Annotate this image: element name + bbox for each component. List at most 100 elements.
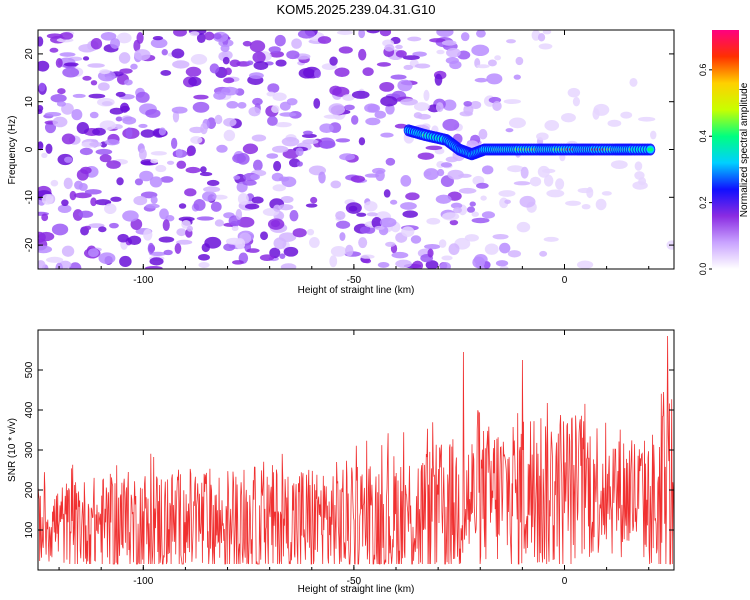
spectrogram-noise-blob — [508, 117, 526, 129]
colorbar-tick-label: 0.2 — [698, 196, 708, 209]
spectrogram-noise-blob — [266, 91, 276, 97]
spectrogram-noise-blob — [138, 123, 148, 128]
spectrogram-noise-blob — [423, 89, 430, 102]
spectrogram-noise-blob — [339, 232, 346, 241]
spectrogram-noise-blob — [449, 219, 459, 226]
spectrogram-noise-blob — [99, 69, 111, 75]
spectrogram-noise-blob — [295, 147, 304, 157]
spectrogram-y-ticks: -20 -10 0 10 20 — [24, 48, 674, 252]
spectrogram-noise-blob — [117, 233, 129, 243]
spectrogram-noise-blob — [52, 116, 68, 128]
spectrogram-noise-blob — [237, 193, 249, 205]
spectrogram-noise-blob — [383, 189, 391, 198]
spectrogram-noise-blob — [76, 122, 89, 134]
spectrogram-noise-blob — [266, 153, 279, 159]
spectrogram-noise-blob — [537, 33, 546, 42]
spectrogram-noise-blob — [144, 265, 163, 269]
spectrogram-noise-blob — [149, 257, 164, 266]
spectrogram-noise-blob — [90, 80, 98, 86]
spectrogram-noise-blob — [109, 222, 119, 229]
spectrogram-noise-blob — [145, 203, 160, 209]
spectrogram-noise-blob — [581, 204, 591, 210]
spectrogram-noise-blob — [302, 130, 313, 135]
spectrogram-noise-blob — [236, 216, 255, 228]
spectrogram-noise-blob — [342, 94, 355, 101]
spectrogram-noise-blob — [402, 210, 418, 218]
spectrogram-noise-blob — [133, 195, 148, 206]
spectrogram-noise-blob — [38, 245, 53, 254]
spectrogram-noise-blob — [158, 236, 175, 243]
spectrogram-noise-blob — [492, 100, 502, 111]
spectrogram-noise-blob — [59, 32, 74, 40]
spectrogram-noise-blob — [115, 91, 126, 97]
spectrogram-noise-blob — [136, 32, 144, 44]
spectrogram-signal-track — [403, 124, 656, 161]
spectrogram-noise-blob — [555, 178, 565, 190]
spectrogram-noise-blob — [351, 90, 370, 99]
spectrogram-noise-blob — [158, 127, 167, 136]
spectrogram-noise-blob — [78, 210, 94, 218]
spectrogram-noise-blob — [116, 177, 124, 186]
spectrogram-noise-blob — [441, 40, 457, 46]
snr-y-ticks: 100 200 300 400 500 — [24, 361, 674, 538]
spectrogram-noise-blob — [61, 133, 76, 145]
spectrogram-noise-blob — [329, 85, 342, 96]
spectrogram-noise-blob — [221, 86, 239, 96]
spectrogram-noise-blob — [130, 218, 143, 230]
spectrogram-noise-blob — [634, 161, 643, 171]
spectrogram-noise-blob — [223, 77, 235, 84]
spectrogram-noise-blob — [472, 256, 486, 269]
spectrogram-noise-blob — [390, 199, 398, 205]
spectrogram-noise-blob — [150, 38, 168, 49]
spectrogram-noise-blob — [436, 30, 454, 37]
spectrogram-noise-blob — [466, 206, 476, 213]
spectrogram-noise-blob — [499, 242, 511, 254]
spectrogram-noise-blob — [178, 203, 187, 209]
spectrogram-noise-blob — [56, 101, 67, 107]
spectrogram-noise-blob — [109, 107, 124, 115]
spectrogram-noise-blob — [138, 148, 147, 160]
spectrogram-noise-blob — [224, 67, 232, 76]
spectrogram-noise-blob — [206, 179, 220, 186]
spectrogram-noise-blob — [309, 236, 320, 248]
spectrogram-noise-blob — [38, 36, 44, 47]
spectrogram-noise-blob — [405, 192, 420, 201]
spectrogram-noise-blob — [274, 34, 286, 47]
spectrogram-noise-blob — [486, 73, 503, 85]
spectrogram-noise-blob — [358, 137, 366, 146]
spectrogram-noise-blob — [439, 262, 451, 269]
spectrogram-noise-blob — [445, 57, 459, 65]
spectrogram-noise-blob — [106, 160, 121, 169]
spectrogram-noise-blob — [363, 258, 372, 264]
spectrogram-noise-blob — [476, 64, 490, 69]
spectrogram-noise-blob — [55, 57, 63, 68]
spectrogram-noise-blob — [494, 55, 502, 61]
spectrogram-noise-blob — [61, 245, 75, 257]
snr-panel: -100 -50 0 100 200 300 400 500 Height of strai… — [7, 329, 675, 595]
spectrogram-noise-blob — [413, 102, 430, 112]
spectrogram-noise-blob — [417, 113, 431, 120]
spectrogram-noise-blob — [64, 156, 73, 163]
spectrogram-noise-blob — [402, 55, 420, 61]
spectrogram-noise-blob — [188, 76, 202, 87]
spectrogram-noise-blob — [334, 67, 350, 77]
spectrogram-noise-blob — [49, 47, 59, 53]
spectrogram-noise-blob — [379, 81, 395, 92]
spectrogram-noise-blob — [198, 261, 210, 269]
spectrogram-noise-blob — [172, 60, 190, 69]
spectrogram-noise-blob — [200, 166, 207, 173]
spectrogram-noise-blob — [82, 75, 92, 81]
spectrogram-noise-blob — [441, 255, 453, 261]
spectrogram-noise-blob — [446, 47, 461, 58]
spectrogram-noise-blob — [110, 38, 121, 49]
spectrogram-noise-blob — [161, 49, 168, 56]
spectrogram-noise-blob — [242, 143, 259, 155]
spectrogram-noise-blob — [250, 174, 261, 181]
spectrogram-noise-blob — [175, 148, 183, 158]
spectrogram-noise-blob — [400, 174, 412, 187]
spectrogram-noise-blob — [110, 196, 122, 202]
spectrogram-noise-blob — [216, 144, 228, 153]
spectrogram-noise-blob — [271, 105, 280, 113]
spectrogram-noise-blob — [38, 141, 44, 151]
spectrogram-noise-blob — [350, 175, 365, 183]
